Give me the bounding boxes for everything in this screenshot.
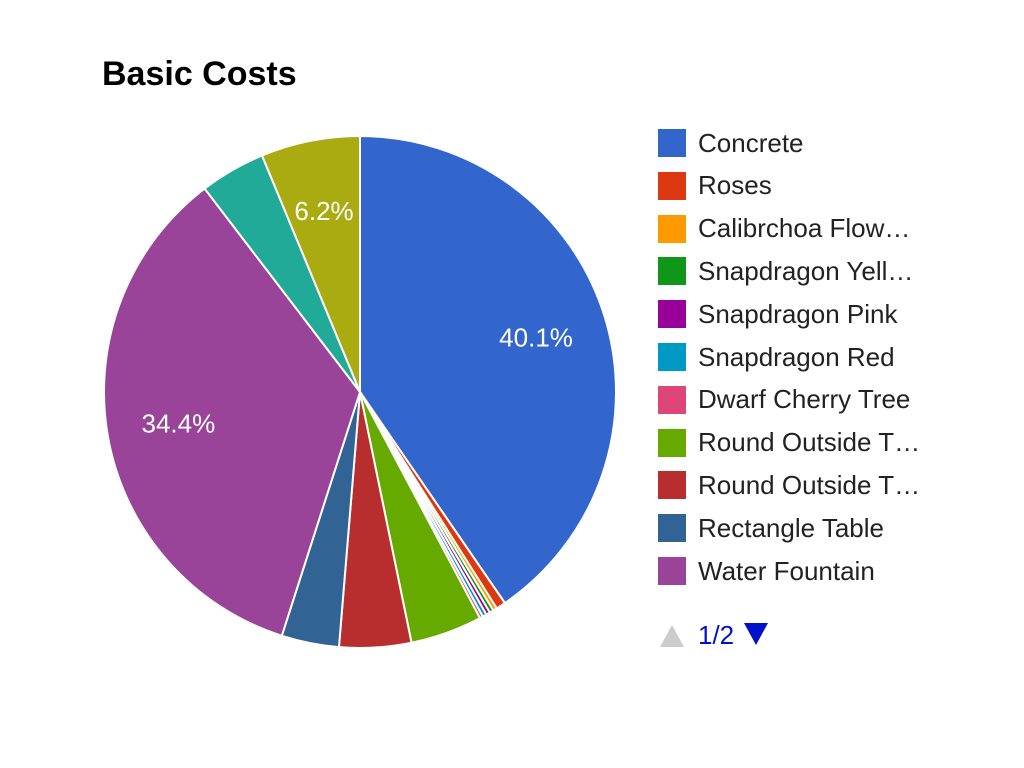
pie-slice-label: 40.1% [499,322,573,352]
legend-label: Snapdragon Red [698,341,895,372]
legend-label: Water Fountain [698,555,875,586]
legend-item[interactable]: Water Fountain [658,556,875,586]
pager-next-icon[interactable] [742,621,770,649]
legend-swatch [658,385,686,414]
legend-label: Concrete [698,127,804,158]
legend-label: Snapdragon Pink [698,298,898,329]
legend-swatch [658,471,686,500]
legend-swatch [658,171,686,200]
legend-item[interactable]: Snapdragon Red [658,342,895,372]
pie-slice[interactable] [103,187,362,638]
pager-page-indicator: 1/2 [698,619,735,650]
legend-item[interactable]: Calibrchoa Flow… [658,213,911,244]
legend-item[interactable]: Snapdragon Pink [658,299,897,329]
legend-item[interactable]: Roses [658,170,772,201]
legend-swatch [658,428,686,457]
legend-item[interactable]: Dwarf Cherry Tree [658,384,911,415]
legend-label: Dwarf Cherry Tree [698,384,911,415]
legend-label: Rectangle Table [698,512,884,543]
pie-slices [103,134,617,649]
legend-item[interactable]: Round Outside T… [658,470,920,500]
legend-item[interactable]: Rectangle Table [658,513,884,543]
legend-label: Roses [698,170,772,201]
pie-slice[interactable] [359,134,617,605]
legend-label: Snapdragon Yell… [698,255,914,286]
pager-prev-icon[interactable] [658,621,686,649]
legend-item[interactable]: Snapdragon Yell… [658,256,913,286]
legend-swatch [658,343,686,371]
legend-pager: 1/2 [658,619,770,651]
legend-swatch [658,214,686,243]
pie-slice[interactable] [260,134,361,393]
legend-swatch [658,300,686,329]
legend-item[interactable]: Round Outside T… [658,427,921,458]
legend-swatch [658,257,686,286]
pie-slice-labels: 40.1% 34.4% 6.2% [142,196,573,438]
legend-swatch [658,557,686,585]
pie-slice-label: 34.4% [142,408,216,438]
legend-item[interactable]: Concrete [658,128,804,158]
legend-label: Round Outside T… [698,469,921,500]
legend-label: Round Outside T… [698,427,921,458]
chart-title: Basic Costs [102,55,297,93]
pie-slice-label: 6.2% [294,196,353,226]
legend-label: Calibrchoa Flow… [698,213,911,244]
legend-swatch [658,129,686,157]
legend-swatch [658,514,686,543]
